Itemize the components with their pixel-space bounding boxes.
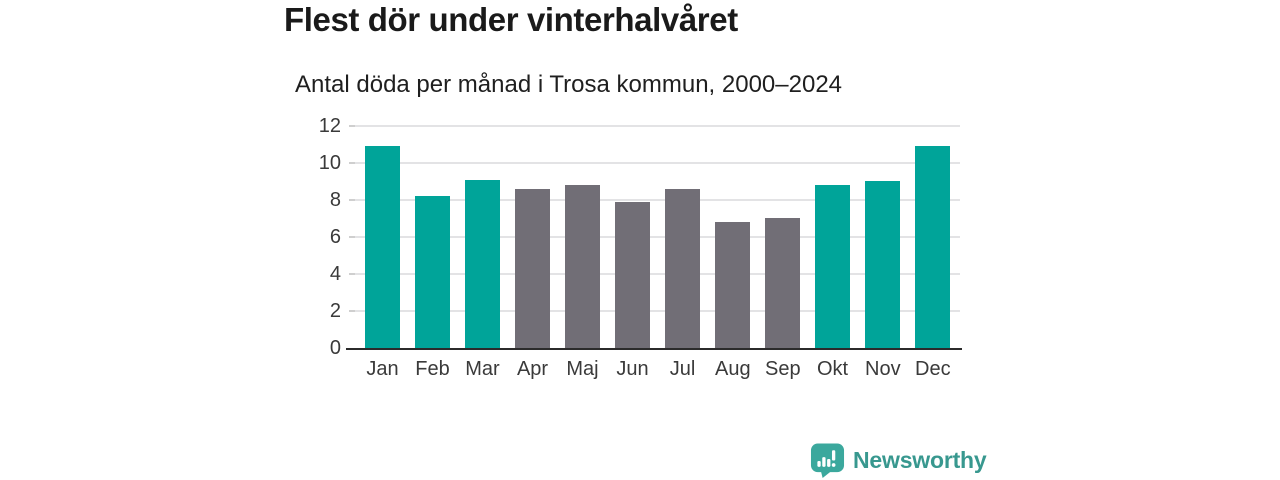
bar-jul bbox=[665, 189, 700, 348]
x-tick-label-jul: Jul bbox=[669, 358, 696, 380]
gridline-6 bbox=[355, 236, 960, 238]
bar-feb bbox=[415, 196, 450, 348]
x-tick-label-mar: Mar bbox=[465, 358, 500, 380]
bar-aug bbox=[715, 222, 750, 348]
x-axis-line bbox=[346, 348, 962, 350]
bar-sep bbox=[765, 218, 800, 348]
x-tick-label-apr: Apr bbox=[516, 358, 549, 380]
gridline-8 bbox=[355, 199, 960, 201]
y-tick-label-2: 2 bbox=[329, 300, 341, 322]
bar-okt bbox=[815, 185, 850, 348]
x-tick-label-jan: Jan bbox=[366, 358, 399, 380]
newsworthy-logo-text: Newsworthy bbox=[853, 447, 987, 473]
y-tick-mark-8 bbox=[349, 199, 355, 201]
chart-title: Flest dör under vinterhalvåret bbox=[284, 1, 738, 38]
x-axis-labels: Jan Feb Mar Apr Maj Jun Jul Aug Sep Okt Nov Dec bbox=[355, 358, 960, 381]
bar-apr bbox=[515, 189, 550, 348]
x-tick-label-aug: Aug bbox=[715, 358, 751, 380]
plot-area bbox=[346, 125, 962, 350]
x-tick-label-feb: Feb bbox=[415, 358, 450, 380]
y-tick-mark-4 bbox=[349, 273, 355, 275]
y-tick-label-0: 0 bbox=[329, 337, 341, 359]
y-tick-label-8: 8 bbox=[329, 189, 341, 211]
x-tick-label-nov: Nov bbox=[865, 358, 901, 380]
chart-subtitle: Antal döda per månad i Trosa kommun, 200… bbox=[295, 71, 843, 98]
y-tick-label-10: 10 bbox=[318, 152, 341, 174]
gridline-12 bbox=[355, 125, 960, 127]
bar-jan bbox=[365, 146, 400, 348]
y-tick-mark-2 bbox=[349, 310, 355, 312]
bar-mar bbox=[465, 180, 500, 348]
bar-jun bbox=[615, 202, 650, 348]
y-axis-labels: 0 2 4 6 8 10 12 bbox=[270, 116, 341, 358]
x-tick-label-sep: Sep bbox=[765, 358, 801, 380]
x-tick-label-okt: Okt bbox=[816, 358, 849, 380]
y-tick-label-4: 4 bbox=[329, 263, 341, 285]
bar-dec bbox=[915, 146, 950, 348]
x-tick-label-dec: Dec bbox=[915, 358, 951, 380]
x-tick-label-jun: Jun bbox=[616, 358, 649, 380]
bar-nov bbox=[865, 181, 900, 348]
gridline-2 bbox=[355, 310, 960, 312]
bar-maj bbox=[565, 185, 600, 348]
logo-mini-bars bbox=[817, 450, 836, 467]
gridline-10 bbox=[355, 162, 960, 164]
newsworthy-logo: Newsworthy bbox=[810, 443, 987, 478]
y-tick-mark-12 bbox=[349, 125, 355, 127]
gridline-4 bbox=[355, 273, 960, 275]
y-tick-label-12: 12 bbox=[318, 115, 341, 137]
bars bbox=[355, 126, 960, 348]
y-tick-mark-10 bbox=[349, 162, 355, 164]
y-tick-label-6: 6 bbox=[329, 226, 341, 248]
newsworthy-logo-icon bbox=[810, 443, 845, 478]
y-tick-mark-6 bbox=[349, 236, 355, 238]
x-tick-label-maj: Maj bbox=[566, 358, 599, 380]
